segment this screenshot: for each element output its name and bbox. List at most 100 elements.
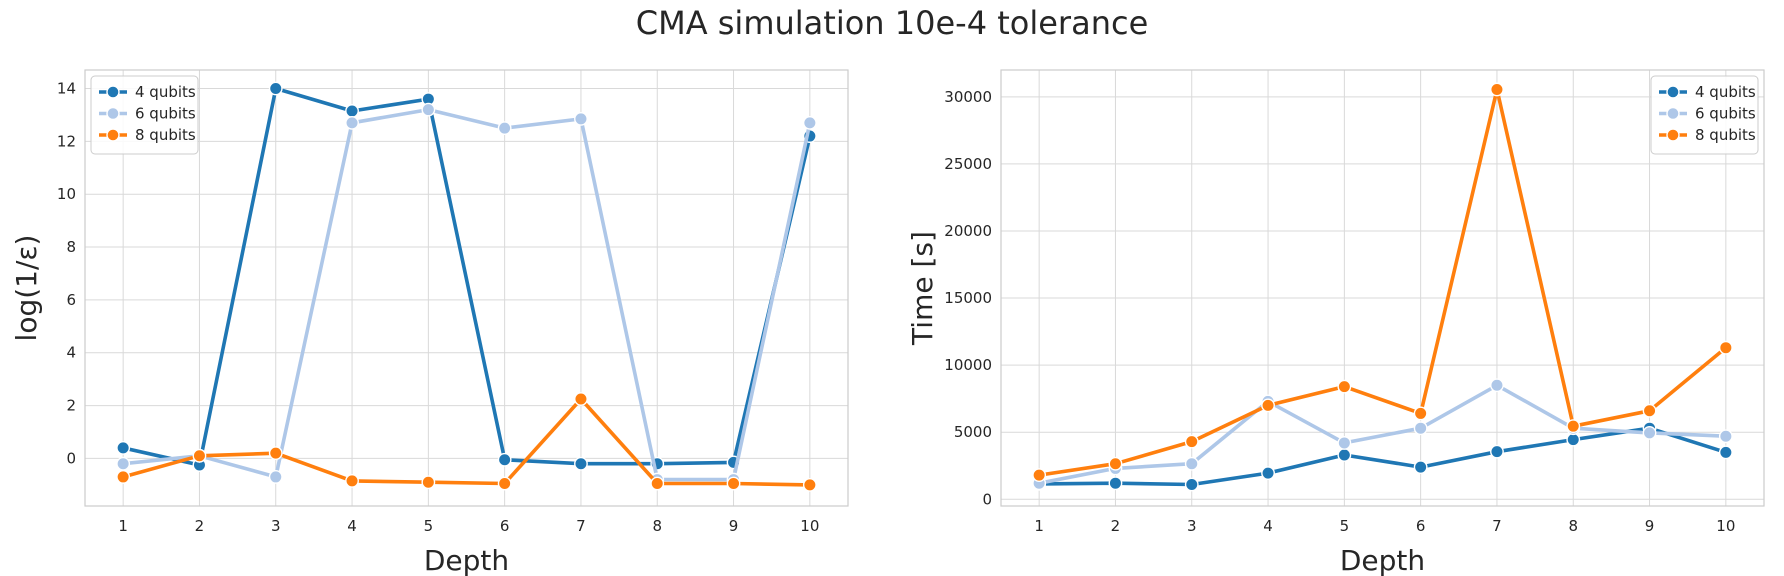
- x-tick-label: 7: [1492, 517, 1502, 535]
- legend-item: 6 qubits: [1659, 105, 1756, 123]
- data-point: [1718, 340, 1733, 355]
- y-tick-label: 20000: [944, 222, 992, 240]
- data-point: [1718, 445, 1733, 460]
- x-tick-label: 7: [576, 517, 586, 535]
- x-tick-label: 8: [652, 517, 662, 535]
- x-tick-label: 2: [1111, 517, 1121, 535]
- x-tick-label: 6: [1416, 517, 1426, 535]
- x-tick-label: 8: [1568, 517, 1578, 535]
- axes-frame: [84, 69, 849, 507]
- data-point: [497, 121, 512, 136]
- data-point: [1337, 436, 1352, 450]
- data-point: [1108, 476, 1123, 491]
- data-point: [1184, 456, 1199, 471]
- data-point: [1490, 378, 1504, 393]
- data-point: [268, 470, 283, 484]
- y-tick-label: 8: [66, 238, 76, 256]
- data-point: [421, 475, 436, 490]
- data-point: [1337, 379, 1352, 394]
- data-point: [345, 473, 359, 488]
- data-point: [574, 392, 588, 406]
- series-line: [1037, 87, 1728, 477]
- y-tick-label: 25000: [944, 155, 992, 173]
- y-tick-label: 30000: [944, 88, 992, 106]
- data-point: [1413, 406, 1428, 421]
- series-6-qubits: [1032, 378, 1733, 491]
- data-point: [802, 477, 817, 492]
- data-point: [726, 476, 741, 491]
- data-point: [1032, 468, 1047, 483]
- legend-marker: [106, 85, 120, 99]
- data-point: [268, 446, 283, 461]
- x-tick-label: 10: [800, 517, 819, 535]
- data-point: [1108, 456, 1123, 471]
- y-tick-label: 4: [66, 344, 76, 362]
- x-tick-label: 1: [1034, 517, 1044, 535]
- legend: 4 qubits 6 qubits 8 qubits: [90, 75, 199, 155]
- series-8-qubits: [116, 392, 817, 492]
- legend-label: 6 qubits: [1695, 105, 1756, 123]
- series-line: [121, 397, 812, 487]
- series-4-qubits: [116, 81, 817, 472]
- legend-item: 4 qubits: [1659, 83, 1756, 101]
- legend: 4 qubits 6 qubits 8 qubits: [1650, 75, 1759, 155]
- data-point: [1337, 448, 1352, 462]
- legend-label: 6 qubits: [135, 105, 196, 123]
- legend-label: 4 qubits: [1695, 83, 1756, 101]
- x-axis-label: Depth: [1340, 544, 1425, 576]
- series-line: [1037, 383, 1728, 486]
- y-tick-label: 0: [66, 449, 76, 467]
- data-point: [1490, 444, 1504, 459]
- legend-item: 8 qubits: [1659, 126, 1756, 144]
- y-tick-label: 2: [66, 397, 76, 415]
- data-point: [1490, 82, 1504, 97]
- x-axis-label: Depth: [424, 544, 509, 576]
- x-tick-label: 9: [1645, 517, 1655, 535]
- series-6-qubits: [116, 102, 817, 487]
- data-point: [345, 115, 359, 130]
- y-axis-label: log(1/ε): [10, 235, 43, 342]
- y-tick-label: 15000: [944, 289, 992, 307]
- legend-marker: [106, 106, 120, 121]
- data-point: [1642, 403, 1657, 418]
- y-tick-label: 14: [57, 79, 76, 97]
- data-point: [1566, 419, 1581, 434]
- data-point: [497, 476, 512, 491]
- y-tick-label: 6: [66, 291, 76, 309]
- chart-2: 1 2 3 4 5 6 7 8 9 10 0 5000 10000 15000 20000 25000 3000…: [906, 69, 1765, 576]
- data-point: [1261, 398, 1275, 413]
- y-axis-label: Time [s]: [906, 231, 939, 346]
- y-tick-label: 5000: [954, 423, 992, 441]
- x-tick-label: 6: [500, 517, 510, 535]
- data-point: [192, 448, 207, 463]
- data-point: [116, 440, 131, 455]
- y-tick-label: 10: [57, 185, 76, 203]
- legend-item: 8 qubits: [99, 126, 196, 144]
- data-point: [268, 81, 283, 96]
- data-point: [1566, 432, 1581, 447]
- data-point: [345, 104, 359, 118]
- legend-item: 4 qubits: [99, 83, 196, 101]
- legend-marker: [1666, 85, 1680, 99]
- y-tick-label: 0: [982, 490, 992, 508]
- x-tick-label: 10: [1716, 517, 1735, 535]
- legend-marker: [1666, 128, 1680, 142]
- series-line: [1037, 426, 1728, 487]
- legend-marker: [1666, 106, 1680, 121]
- x-tick-label: 1: [118, 517, 128, 535]
- data-point: [574, 111, 588, 126]
- data-point: [802, 115, 817, 130]
- series-8-qubits: [1032, 82, 1733, 483]
- data-point: [116, 456, 131, 471]
- data-point: [1718, 429, 1733, 444]
- data-point: [650, 476, 665, 491]
- y-tick-label: 10000: [944, 356, 992, 374]
- data-point: [574, 456, 588, 471]
- legend-marker: [106, 128, 120, 142]
- x-tick-label: 2: [195, 517, 205, 535]
- x-tick-label: 4: [347, 517, 357, 535]
- axes-frame: [1000, 69, 1765, 507]
